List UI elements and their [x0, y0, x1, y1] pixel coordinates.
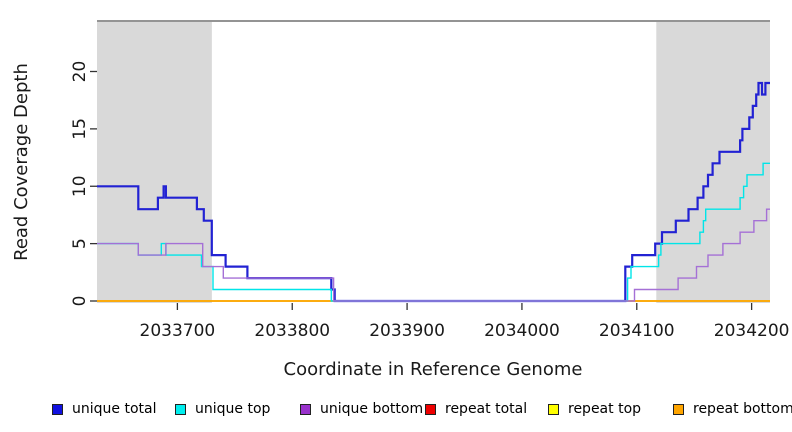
legend-label: repeat total [445, 401, 528, 417]
x-tick-label: 2034000 [484, 321, 560, 341]
y-tick-label: 5 [70, 238, 90, 249]
legend-item-repeat-total: repeat total [425, 401, 527, 417]
axis-ticks [90, 70, 753, 310]
y-tick-label: 20 [70, 61, 90, 83]
legend-item-unique-total: unique total [52, 401, 156, 417]
repeat-top-swatch-icon [548, 403, 559, 415]
unique-bottom-swatch-icon [300, 403, 311, 415]
legend-label: unique top [195, 401, 271, 417]
chart-legend: unique total unique top unique bottom re… [0, 401, 792, 425]
y-tick-label: 10 [70, 175, 90, 197]
legend-label: repeat bottom [693, 401, 792, 417]
repeat-region-left [97, 21, 212, 303]
series-line-unique-bottom [97, 208, 770, 302]
x-tick-label: 2034100 [599, 321, 675, 341]
legend-item-repeat-top: repeat top [548, 401, 641, 417]
repeat-total-swatch-icon [425, 403, 436, 415]
y-axis-title: Read Coverage Depth [11, 63, 32, 261]
legend-item-unique-bottom: unique bottom [300, 401, 423, 417]
x-tick-label: 2033900 [369, 321, 445, 341]
x-tick-label: 2033700 [140, 321, 216, 341]
unique-total-swatch-icon [52, 403, 63, 415]
y-tick-label: 15 [70, 118, 90, 140]
x-tick-label: 2034200 [714, 321, 790, 341]
x-tick-label: 2033800 [254, 321, 330, 341]
legend-label: unique bottom [320, 401, 424, 417]
legend-label: repeat top [568, 401, 642, 417]
legend-label: unique total [72, 401, 157, 417]
series-line-unique-total [97, 81, 770, 303]
repeat-region-shades [97, 21, 770, 303]
legend-item-unique-top: unique top [175, 401, 270, 417]
unique-top-swatch-icon [175, 403, 186, 415]
x-axis-title: Coordinate in Reference Genome [284, 359, 583, 380]
repeat-bottom-swatch-icon [673, 403, 684, 415]
axis-tick-labels: 2033700 2033800 2033900 2034000 2034100 20342… [70, 61, 789, 341]
y-tick-label: 0 [70, 296, 90, 307]
series-lines [97, 81, 770, 303]
repeat-region-right [656, 21, 770, 303]
coverage-chart: 2033700 2033800 2033900 2034000 2034100 20342… [11, 20, 789, 380]
legend-item-repeat-bottom: repeat bottom [673, 401, 792, 417]
